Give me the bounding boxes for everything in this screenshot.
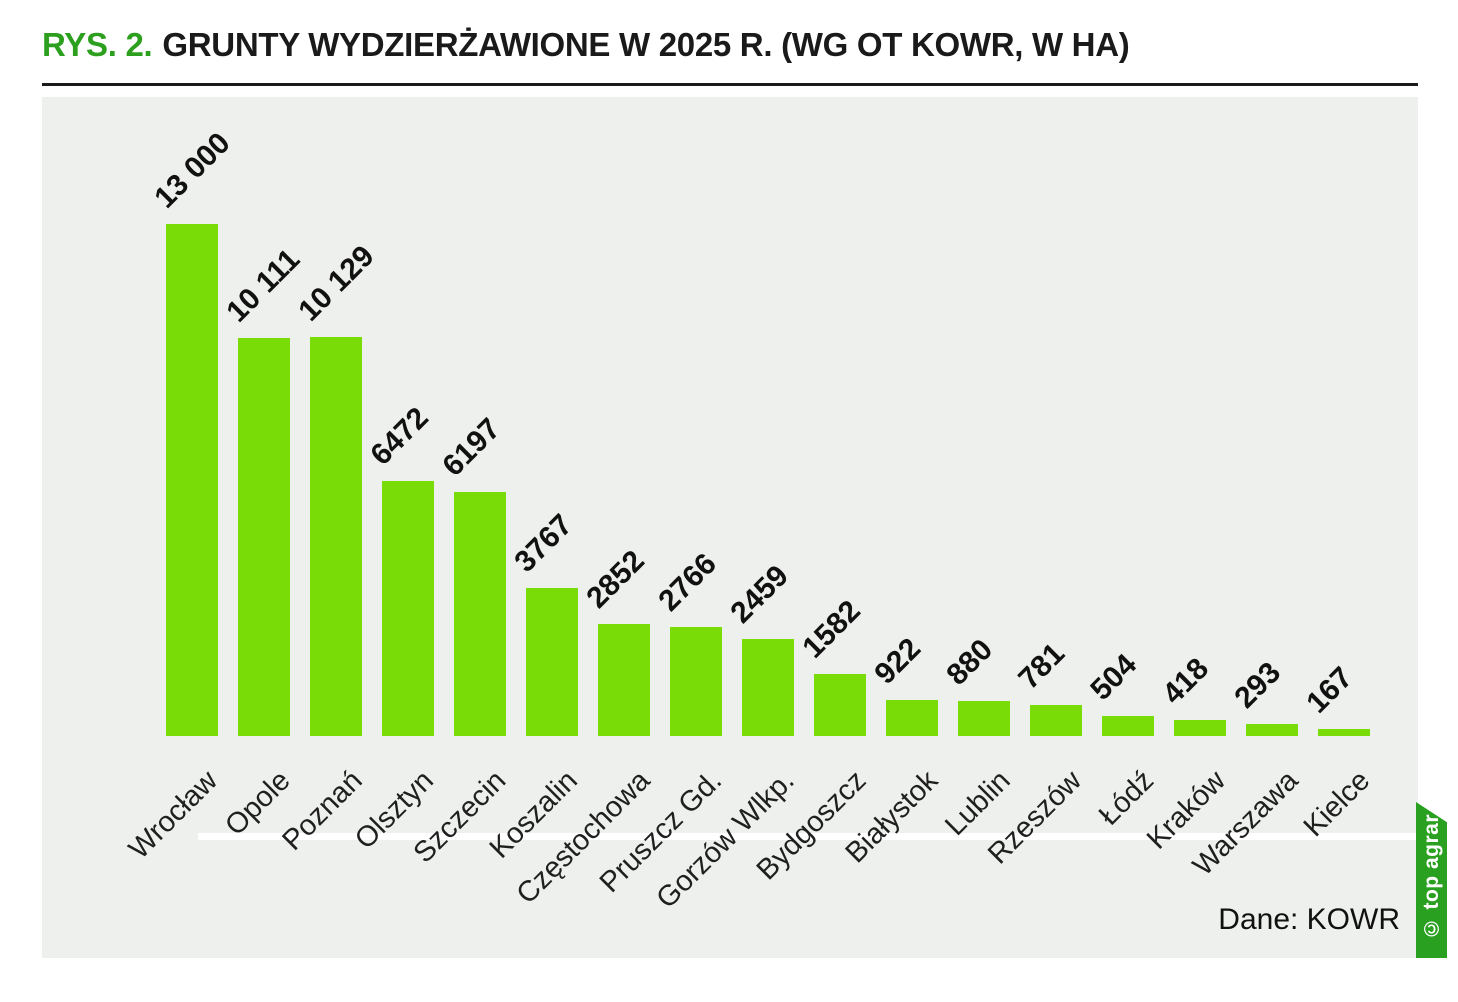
bar-value-label: 293 (1228, 655, 1288, 715)
bar-value-label: 2852 (580, 544, 651, 615)
bar-value-label: 504 (1084, 647, 1144, 707)
bar-value-label: 880 (940, 632, 1000, 692)
bar-value-label: 2766 (652, 547, 723, 618)
bar-value-label: 2459 (724, 559, 795, 630)
bar-value-label: 418 (1156, 651, 1216, 711)
bar (310, 337, 362, 736)
bar (958, 701, 1010, 736)
bar-value-label: 922 (868, 631, 928, 691)
brand-ribbon: © top agrar (1416, 802, 1447, 958)
bar (166, 224, 218, 736)
x-axis-label: Kielce (1297, 764, 1377, 844)
x-axis-label: Wrocław (123, 764, 225, 866)
bar (1174, 720, 1226, 736)
bar (454, 492, 506, 736)
bar (238, 338, 290, 736)
x-axis-label: Łódź (1093, 764, 1161, 832)
bar-value-label: 6472 (364, 401, 435, 472)
bar-value-label: 6197 (436, 412, 507, 483)
bar (526, 588, 578, 736)
bar-value-label: 167 (1300, 660, 1360, 720)
x-axis-line (198, 833, 1424, 840)
bar-value-label: 781 (1012, 636, 1072, 696)
x-axis-label: Poznań (276, 764, 369, 857)
page-title: RYS. 2. GRUNTY WYDZIERŻAWIONE W 2025 R. (… (42, 26, 1418, 64)
bar (598, 624, 650, 736)
figure-title-text: GRUNTY WYDZIERŻAWIONE W 2025 R. (WG OT K… (162, 26, 1130, 63)
bar (1318, 729, 1370, 736)
bar (814, 674, 866, 736)
bar-value-label: 3767 (508, 508, 579, 579)
figure-number: RYS. 2. (42, 26, 153, 63)
bar (382, 481, 434, 736)
bar-value-label: 10 111 (220, 242, 307, 329)
title-rule (42, 83, 1418, 86)
bar-value-label: 1582 (796, 594, 867, 665)
source-note: Dane: KOWR (1218, 903, 1400, 936)
bar (1246, 724, 1298, 736)
bar (1102, 716, 1154, 736)
bar (742, 639, 794, 736)
bar-value-label: 13 000 (148, 126, 237, 215)
bar-value-label: 10 129 (292, 239, 381, 328)
brand-ribbon-text: © top agrar (1419, 814, 1443, 940)
bar (670, 627, 722, 736)
bar (1030, 705, 1082, 736)
bar (886, 700, 938, 736)
